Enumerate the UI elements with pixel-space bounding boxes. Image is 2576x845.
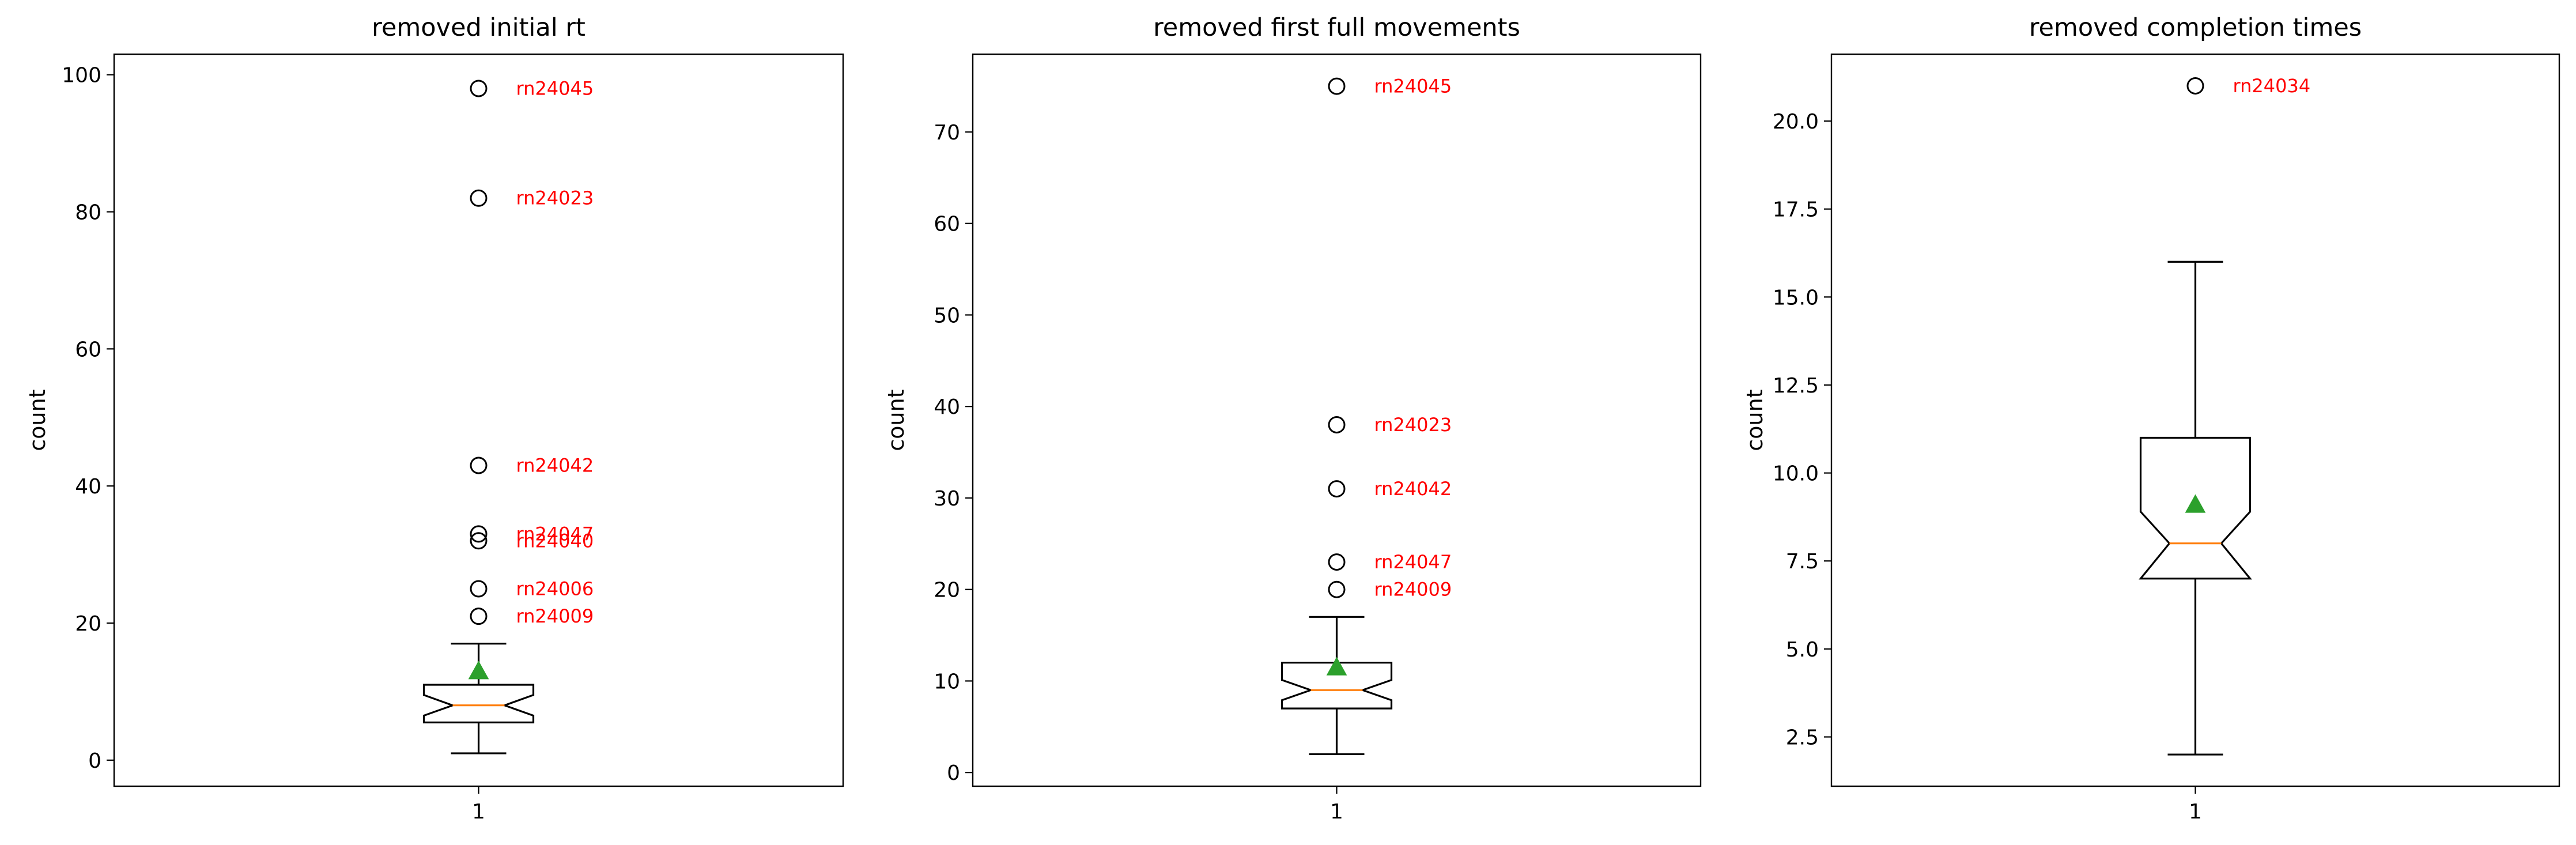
outlier-label: rn24009 [516, 605, 594, 627]
outlier-point [1328, 77, 1346, 95]
mean-marker [468, 661, 489, 680]
outlier-label: rn24042 [516, 454, 594, 476]
y-tick-label: 30 [934, 487, 960, 511]
y-tick-label: 100 [62, 64, 101, 88]
y-tick-label: 17.5 [1773, 198, 1819, 222]
outlier-label: rn24047 [516, 523, 594, 545]
y-tick-label: 20 [934, 579, 960, 602]
outlier-label: rn24042 [1374, 478, 1452, 500]
axes-frame [113, 53, 844, 787]
x-tick-label: 1 [2189, 800, 2202, 824]
outlier-label: rn24045 [516, 77, 594, 99]
outlier-point [470, 608, 488, 625]
x-tick-label: 1 [1330, 800, 1343, 824]
y-tick-label: 0 [88, 749, 101, 773]
axes-frame [1830, 53, 2560, 787]
y-tick-label: 40 [75, 475, 101, 499]
subplot-title: removed first full movements [1153, 13, 1520, 42]
outlier-point [2186, 77, 2204, 95]
mean-marker [2185, 494, 2206, 513]
y-tick-label: 60 [934, 213, 960, 236]
outlier-point [470, 532, 488, 550]
outlier-point [1328, 580, 1346, 598]
y-tick-label: 80 [75, 201, 101, 225]
box [2139, 436, 2252, 580]
outlier-point [470, 189, 488, 207]
outlier-point [470, 580, 488, 598]
y-axis-label: count [883, 389, 909, 451]
y-tick-label: 10 [934, 670, 960, 693]
subplots: removed initial rt0204060801001countrn24… [25, 13, 2560, 824]
y-tick-label: 50 [934, 304, 960, 327]
y-tick-label: 5.0 [1786, 638, 1819, 662]
mean-marker [1326, 657, 1347, 676]
y-tick-label: 40 [934, 395, 960, 419]
y-axis-label: count [25, 389, 50, 451]
y-tick-label: 15.0 [1773, 286, 1819, 310]
axes-frame [972, 53, 1702, 787]
outlier-point [1328, 553, 1346, 571]
y-tick-label: 20.0 [1773, 110, 1819, 134]
outlier-label: rn24045 [1374, 76, 1452, 97]
x-tick-label: 1 [472, 800, 485, 824]
y-tick-label: 2.5 [1786, 726, 1819, 750]
y-axis-label: count [1742, 389, 1767, 451]
y-tick-label: 10.0 [1773, 462, 1819, 486]
outlier-point [470, 457, 488, 474]
outlier-point [470, 525, 488, 543]
subplot-2: removed first full movements 0 10 20 30 40 50 6… [883, 13, 1702, 824]
subplot-1: removed initial rt 0 20 40 60 80 100 1 count rn24… [25, 13, 844, 824]
subplot-title: removed completion times [2029, 13, 2362, 42]
outlier-label: rn24047 [1374, 551, 1452, 573]
y-tick-label: 7.5 [1786, 550, 1819, 574]
outlier-label: rn24009 [1374, 579, 1452, 601]
outlier-point [470, 80, 488, 97]
outlier-label: rn24040 [516, 530, 594, 552]
box [1281, 662, 1393, 710]
y-tick-label: 60 [75, 338, 101, 361]
outlier-point [1328, 480, 1346, 498]
outlier-label: rn24023 [1374, 414, 1452, 436]
y-tick-label: 70 [934, 121, 960, 145]
outlier-label: rn24034 [2233, 75, 2311, 97]
outlier-label: rn24006 [516, 578, 594, 600]
y-tick-label: 12.5 [1773, 374, 1819, 398]
outlier-point [1328, 416, 1346, 433]
subplot-title: removed initial rt [372, 13, 586, 42]
box [422, 684, 535, 724]
outlier-label: rn24023 [516, 187, 594, 209]
y-tick-label: 0 [947, 761, 960, 785]
subplot-3: removed completion times 2.5 5.0 7.5 10.0 12.… [1742, 13, 2560, 824]
y-tick-label: 20 [75, 612, 101, 636]
